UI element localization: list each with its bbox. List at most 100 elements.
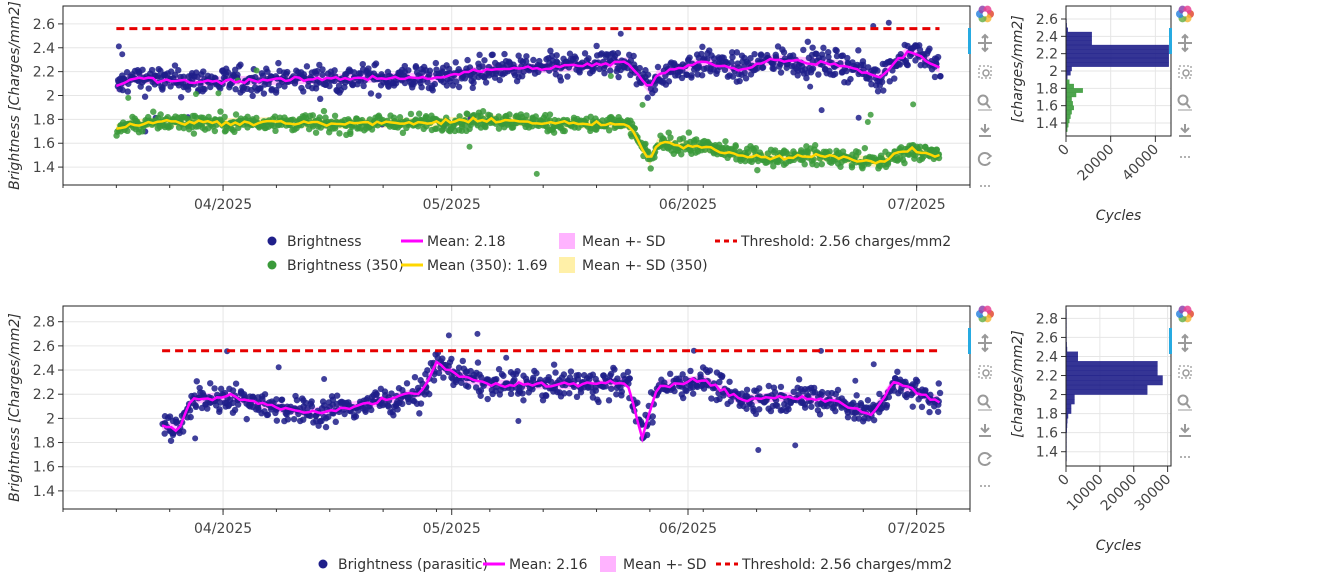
data-point bbox=[678, 74, 686, 82]
reset-icon[interactable] bbox=[977, 452, 993, 466]
data-point bbox=[278, 396, 286, 403]
data-point bbox=[729, 53, 736, 61]
outlier-point bbox=[864, 118, 871, 125]
more-icon[interactable] bbox=[1180, 456, 1190, 458]
legend-item-label: Brightness (parasitic) bbox=[338, 557, 488, 573]
data-point bbox=[259, 72, 267, 80]
pan-icon[interactable] bbox=[1178, 33, 1192, 53]
data-point bbox=[685, 129, 693, 136]
data-point bbox=[644, 71, 652, 78]
wheel-zoom-icon[interactable] bbox=[1177, 94, 1192, 111]
data-point bbox=[772, 401, 780, 409]
box-zoom-icon[interactable] bbox=[1178, 365, 1192, 379]
y-tick-label: 2 bbox=[46, 89, 55, 105]
wheel-zoom-icon[interactable] bbox=[977, 94, 992, 111]
data-point bbox=[800, 46, 807, 54]
pan-icon[interactable] bbox=[978, 33, 992, 53]
more-icon[interactable] bbox=[980, 485, 990, 487]
data-point bbox=[307, 412, 314, 420]
pan-glyph bbox=[978, 36, 992, 50]
save-icon[interactable] bbox=[1179, 124, 1191, 137]
more-icon[interactable] bbox=[1180, 156, 1190, 158]
pan-arrows bbox=[1181, 333, 1189, 353]
data-layer bbox=[159, 330, 944, 453]
data-point bbox=[602, 383, 609, 390]
reset-icon[interactable] bbox=[977, 152, 993, 166]
data-point bbox=[300, 88, 307, 95]
data-point bbox=[316, 61, 323, 69]
save-icon[interactable] bbox=[979, 124, 991, 137]
data-point bbox=[743, 405, 750, 412]
hist-y-tick-label: 1.4 bbox=[1036, 116, 1058, 132]
data-point bbox=[390, 82, 398, 89]
data-point bbox=[479, 108, 487, 115]
more-dot bbox=[1188, 456, 1190, 458]
data-point bbox=[556, 73, 564, 81]
data-point bbox=[495, 125, 503, 132]
box-zoom-icon[interactable] bbox=[978, 65, 992, 79]
pan-icon[interactable] bbox=[978, 333, 992, 353]
bokeh-logo-icon[interactable] bbox=[976, 5, 994, 23]
data-point bbox=[390, 114, 398, 121]
wheel-zoom-icon[interactable] bbox=[977, 394, 992, 411]
data-point bbox=[511, 376, 518, 383]
data-point bbox=[860, 61, 867, 69]
hist-frame bbox=[1065, 305, 1172, 467]
data-point bbox=[322, 423, 330, 431]
more-icon[interactable] bbox=[980, 185, 990, 187]
data-point bbox=[495, 366, 503, 373]
data-point bbox=[417, 400, 425, 407]
data-point bbox=[613, 391, 620, 398]
data-point bbox=[679, 394, 687, 402]
hist-x-tick-label: 40000 bbox=[1119, 142, 1162, 185]
data-point bbox=[171, 62, 179, 69]
data-point bbox=[916, 46, 924, 54]
time-series-plot-1: 1.4 1.6 1.8 2 2.2 2.4 2.6 04/2025 05/2025 06/2025… bbox=[7, 1, 971, 274]
box-zoom-icon[interactable] bbox=[1178, 65, 1192, 79]
data-point bbox=[187, 413, 194, 421]
data-point bbox=[281, 83, 288, 90]
data-point bbox=[813, 161, 820, 169]
data-point bbox=[501, 50, 508, 58]
legend-marker-box bbox=[600, 556, 616, 572]
hist-bar bbox=[1065, 40, 1092, 46]
save-glyph bbox=[979, 424, 991, 437]
box-zoom-icon[interactable] bbox=[978, 365, 992, 379]
data-point bbox=[331, 112, 339, 120]
data-point bbox=[751, 50, 758, 58]
main-toolbar-1 bbox=[976, 5, 994, 187]
data-point bbox=[224, 68, 232, 76]
wheel-zoom-icon[interactable] bbox=[1177, 394, 1192, 411]
data-point bbox=[594, 396, 601, 403]
data-point bbox=[221, 113, 228, 121]
bokeh-logo-icon[interactable] bbox=[1176, 305, 1194, 323]
data-point bbox=[530, 56, 537, 64]
y-tick-label: 2.4 bbox=[33, 363, 55, 379]
data-point bbox=[904, 61, 911, 69]
data-point bbox=[470, 79, 477, 86]
data-point bbox=[820, 44, 827, 52]
y-tick-label: 2 bbox=[46, 411, 55, 427]
hist-bar bbox=[1065, 83, 1074, 89]
bokeh-logo-icon[interactable] bbox=[976, 305, 994, 323]
data-point bbox=[482, 123, 489, 131]
data-point bbox=[401, 62, 409, 70]
save-icon[interactable] bbox=[979, 424, 991, 437]
outlier-point bbox=[115, 43, 122, 50]
data-point bbox=[216, 399, 224, 406]
reset-arrow bbox=[986, 152, 993, 160]
outlier-point bbox=[639, 101, 646, 108]
bokeh-logo-icon[interactable] bbox=[1176, 5, 1194, 23]
data-point bbox=[752, 410, 760, 418]
save-icon[interactable] bbox=[1179, 424, 1191, 437]
outlier-point bbox=[321, 375, 328, 382]
pan-icon[interactable] bbox=[1178, 333, 1192, 353]
hist-toolbar-2 bbox=[1176, 305, 1194, 458]
data-point bbox=[801, 161, 808, 168]
data-point bbox=[682, 386, 689, 394]
data-point bbox=[264, 411, 272, 418]
data-point bbox=[448, 355, 455, 363]
data-point bbox=[141, 93, 149, 100]
data-point bbox=[809, 44, 816, 51]
box-zoom-lens bbox=[982, 369, 990, 377]
